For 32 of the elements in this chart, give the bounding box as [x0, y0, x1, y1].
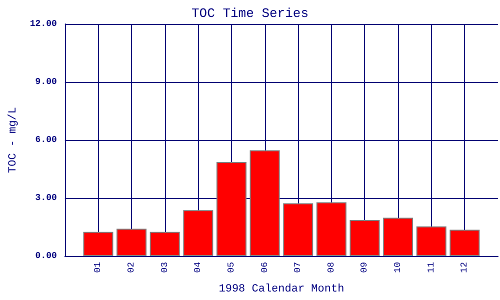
x-tick-label: 08: [326, 262, 336, 273]
x-tick-label: 09: [360, 262, 370, 273]
x-tick-label: 01: [93, 262, 104, 273]
x-axis-title: 1998 Calendar Month: [218, 284, 344, 296]
x-tick-label: 07: [293, 262, 304, 273]
y-tick-label: 9.00: [35, 77, 57, 87]
y-axis-title: TOC - mg/L: [8, 106, 20, 174]
y-tick-label: 12.00: [30, 19, 57, 29]
bar: [283, 203, 314, 256]
bar: [150, 232, 180, 256]
x-tick-label: 10: [393, 262, 404, 273]
x-tick-label: 12: [460, 262, 470, 273]
x-tick-label: 02: [126, 262, 137, 273]
x-tick-label: 03: [160, 262, 170, 273]
x-tick-label: 04: [193, 262, 204, 273]
x-tick-label: 06: [260, 262, 270, 273]
bar: [250, 150, 280, 256]
bar: [450, 230, 480, 256]
bar: [416, 226, 446, 256]
bar: [383, 218, 414, 256]
bar: [83, 232, 114, 256]
bar: [216, 162, 246, 256]
chart-title: TOC Time Series: [191, 6, 309, 21]
bar: [116, 228, 147, 256]
bar: [350, 220, 380, 256]
y-tick-label: 0.00: [35, 251, 57, 261]
bar: [316, 202, 346, 256]
y-tick-label: 3.00: [35, 193, 57, 203]
x-tick-label: 05: [226, 262, 236, 273]
bar: [183, 210, 214, 256]
y-tick-label: 6.00: [35, 135, 57, 145]
x-tick-label: 11: [426, 262, 436, 273]
